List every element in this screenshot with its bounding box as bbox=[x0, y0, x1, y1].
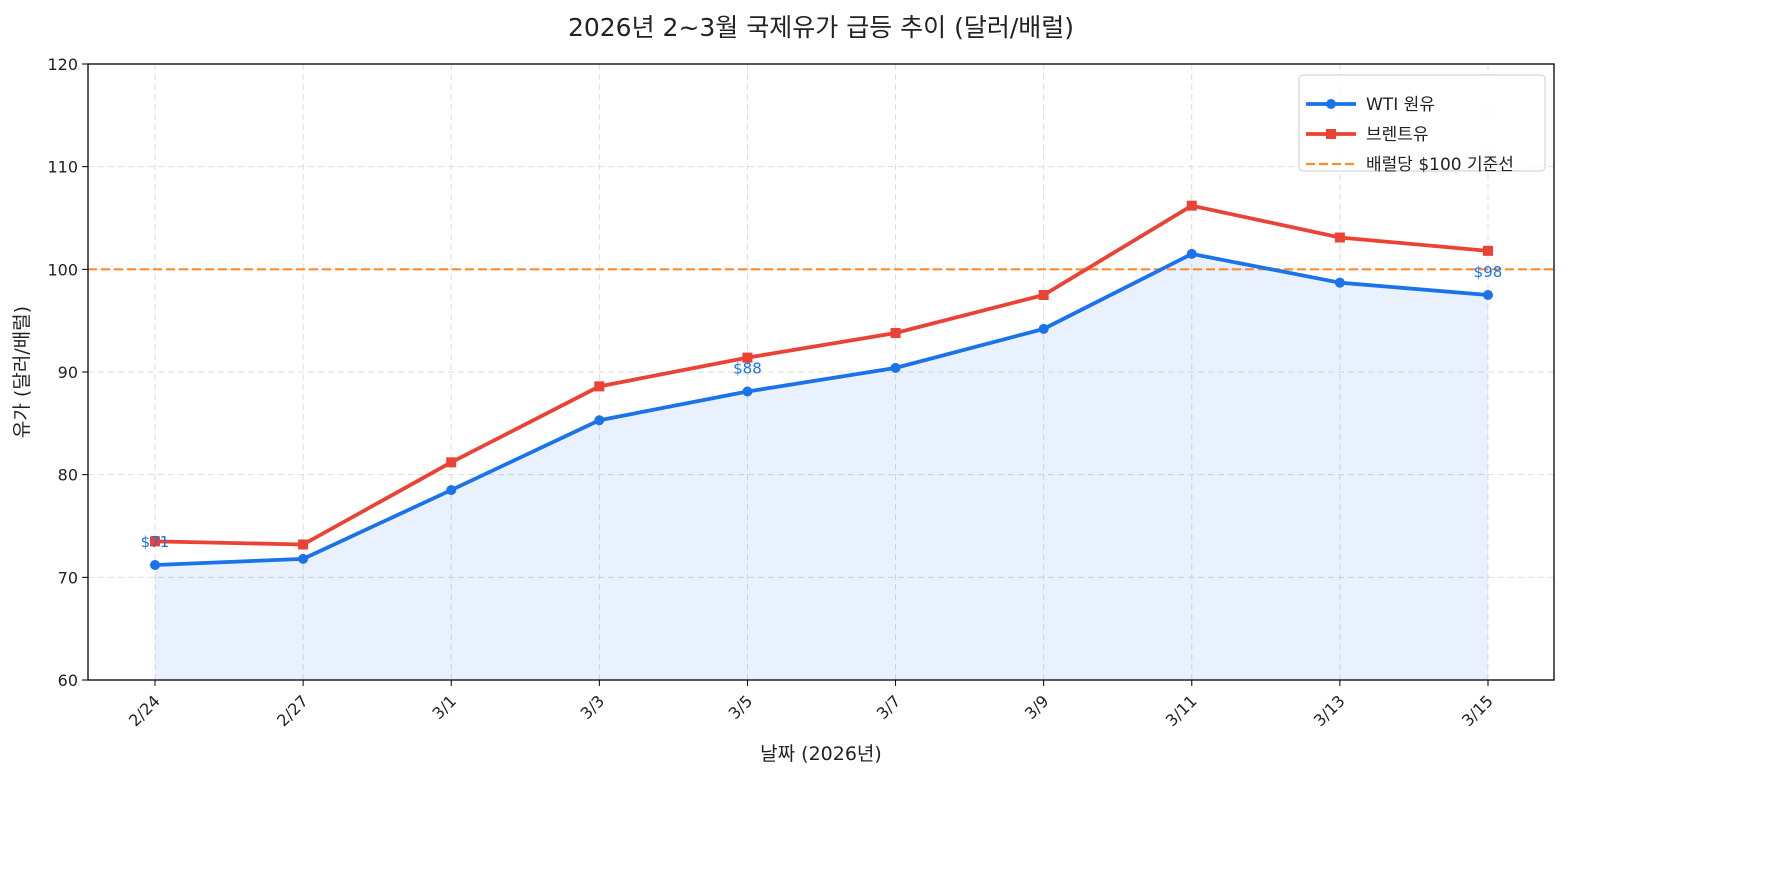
wti-point bbox=[1038, 323, 1049, 334]
wti-area-fill bbox=[155, 253, 1488, 680]
legend-label: 배럴당 $100 기준선 bbox=[1366, 155, 1514, 175]
brent-point bbox=[742, 352, 753, 363]
legend-marker bbox=[1326, 129, 1336, 139]
x-tick-label: 3/15 bbox=[1458, 691, 1497, 730]
x-tick-label: 3/13 bbox=[1310, 691, 1349, 730]
wti-point bbox=[446, 485, 457, 496]
chart-title: 2026년 2~3월 국제유가 급등 추이 (달러/배럴) bbox=[568, 13, 1074, 42]
wti-point bbox=[1483, 290, 1493, 300]
wti-point bbox=[150, 560, 160, 571]
x-tick-label: 3/7 bbox=[873, 691, 905, 723]
y-axis-label: 유가 (달러/배럴) bbox=[11, 306, 33, 438]
wti-point bbox=[742, 386, 753, 397]
series-line-0 bbox=[154, 252, 1489, 567]
y-tick-label: 100 bbox=[47, 260, 78, 279]
wti-point bbox=[890, 362, 901, 373]
wti-point bbox=[594, 415, 605, 426]
brent-point bbox=[446, 457, 457, 468]
brent-point bbox=[1038, 290, 1049, 300]
x-axis-label: 날짜 (2026년) bbox=[760, 743, 882, 765]
data-label: $88 bbox=[733, 360, 762, 378]
brent-point bbox=[890, 327, 901, 338]
brent-point bbox=[150, 536, 160, 547]
y-tick-label: 60 bbox=[58, 671, 78, 690]
legend-box bbox=[1298, 74, 1546, 172]
y-tick-label: 120 bbox=[47, 55, 78, 74]
data-label: $98 bbox=[1474, 263, 1503, 281]
x-tick-label: 3/5 bbox=[725, 691, 757, 723]
legend-marker bbox=[1326, 99, 1336, 109]
brent-point bbox=[594, 381, 605, 392]
y-tick-label: 70 bbox=[58, 568, 78, 587]
wti-point bbox=[1334, 277, 1345, 288]
x-tick-label: 2/27 bbox=[273, 691, 312, 730]
legend-label: WTI 원유 bbox=[1366, 95, 1435, 115]
x-tick-label: 3/11 bbox=[1162, 691, 1201, 730]
series-line-1 bbox=[154, 203, 1489, 547]
wti-point bbox=[1186, 248, 1197, 259]
brent-point bbox=[1186, 200, 1197, 211]
x-tick-label: 2/24 bbox=[125, 691, 164, 730]
brent-point bbox=[1334, 232, 1345, 243]
y-tick-label: 80 bbox=[58, 466, 78, 485]
brent-point bbox=[298, 539, 309, 550]
plot-frame bbox=[87, 63, 1555, 681]
data-label: $71 bbox=[141, 533, 170, 551]
brent-point bbox=[1483, 245, 1493, 256]
y-tick-label: 110 bbox=[47, 158, 78, 177]
x-tick-label: 3/3 bbox=[577, 691, 609, 723]
x-tick-label: 3/9 bbox=[1021, 691, 1053, 723]
x-tick-label: 3/1 bbox=[428, 691, 460, 723]
wti-point bbox=[298, 553, 309, 564]
legend-label: 브렌트유 bbox=[1366, 125, 1429, 145]
y-tick-label: 90 bbox=[58, 363, 78, 382]
